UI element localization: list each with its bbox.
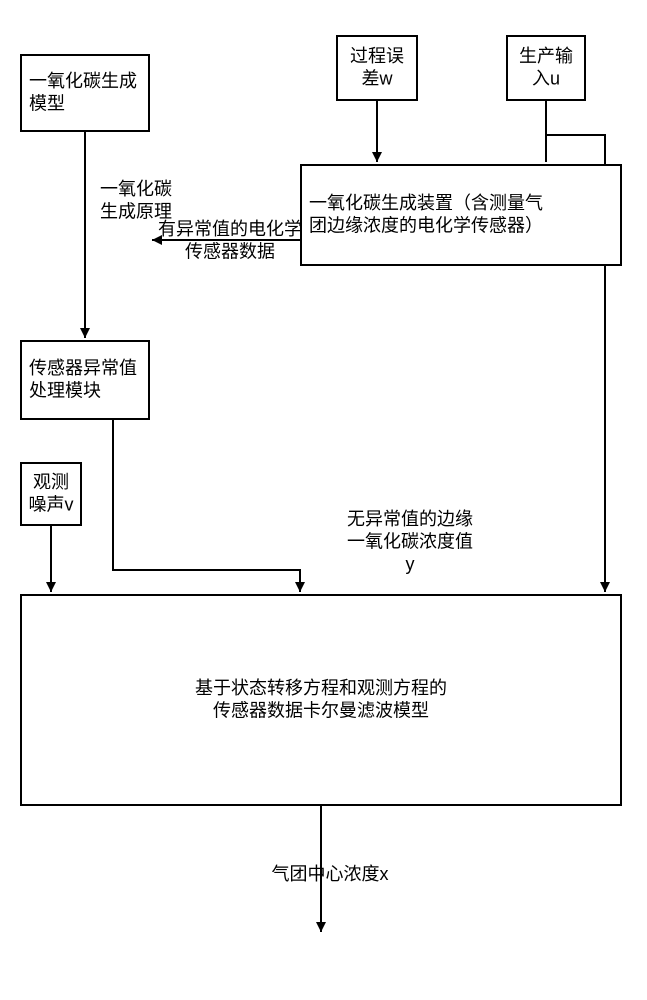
edgelabel-no-anom: 无异常值的边缘一氧化碳浓度值y — [347, 509, 473, 574]
flowchart-canvas: 一氧化碳生成模型 过程误差w 生产输入u 一氧化碳生成装置（含测量气团边缘浓度的… — [0, 0, 647, 1000]
edgelabel-co-principle: 一氧化碳生成原理 — [100, 179, 172, 222]
edgelabel-center-conc: 气团中心浓度x — [272, 864, 389, 884]
edge-sensor-mod-to-kalman — [113, 419, 300, 592]
